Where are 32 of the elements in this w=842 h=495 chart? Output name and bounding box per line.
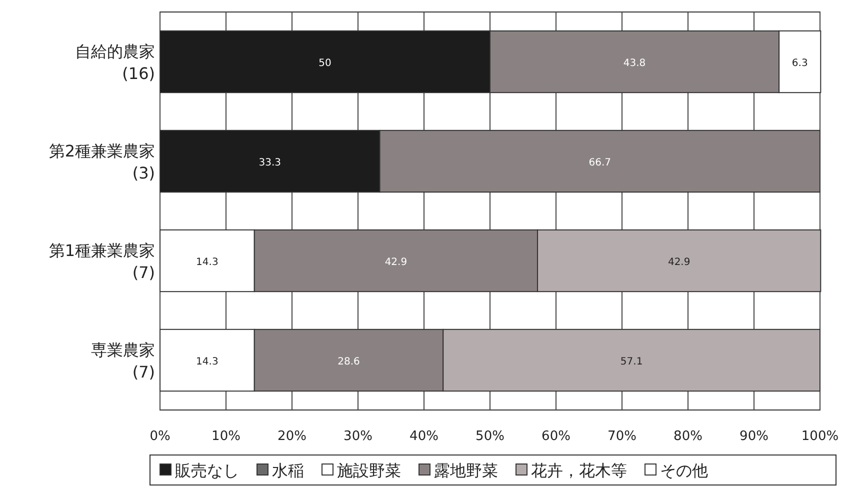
x-tick-label: 0%	[150, 429, 170, 444]
legend-label: 花卉，花木等	[531, 461, 627, 480]
data-label: 14.3	[196, 256, 218, 268]
data-label: 50	[318, 58, 332, 69]
data-label: 57.1	[620, 356, 643, 368]
legend-label: 施設野菜	[337, 461, 401, 480]
x-tick-label: 60%	[542, 429, 570, 444]
x-tick-label: 100%	[801, 429, 839, 444]
x-tick-label: 20%	[278, 429, 306, 444]
data-label: 33.3	[258, 157, 282, 168]
legend-label: 販売なし	[175, 461, 239, 480]
y-tick-label: 専業農家 (7)	[91, 340, 155, 382]
x-tick-label: 50%	[476, 429, 504, 444]
y-tick-label: 第1種兼業農家 (7)	[48, 240, 155, 282]
legend-label: その他	[660, 461, 708, 480]
x-tick-label: 70%	[608, 429, 636, 444]
legend-label: 露地野菜	[434, 461, 498, 480]
data-label: 6.3	[792, 58, 808, 69]
data-label: 42.9	[384, 256, 408, 268]
x-tick-label: 90%	[740, 429, 768, 444]
legend-label: 水稲	[272, 461, 304, 480]
x-tick-label: 80%	[674, 429, 702, 444]
x-tick-label: 30%	[344, 429, 372, 444]
data-label: 42.9	[668, 256, 690, 268]
y-tick-label: 自給的農家 (16)	[75, 42, 155, 83]
y-tick-label: 第2種兼業農家 (3)	[48, 141, 155, 182]
x-tick-label: 10%	[212, 429, 240, 444]
data-label: 43.8	[623, 58, 646, 69]
x-tick-label: 40%	[410, 429, 438, 444]
data-label: 14.3	[196, 356, 218, 368]
data-label: 28.6	[338, 356, 360, 368]
data-label: 66.7	[588, 157, 612, 168]
